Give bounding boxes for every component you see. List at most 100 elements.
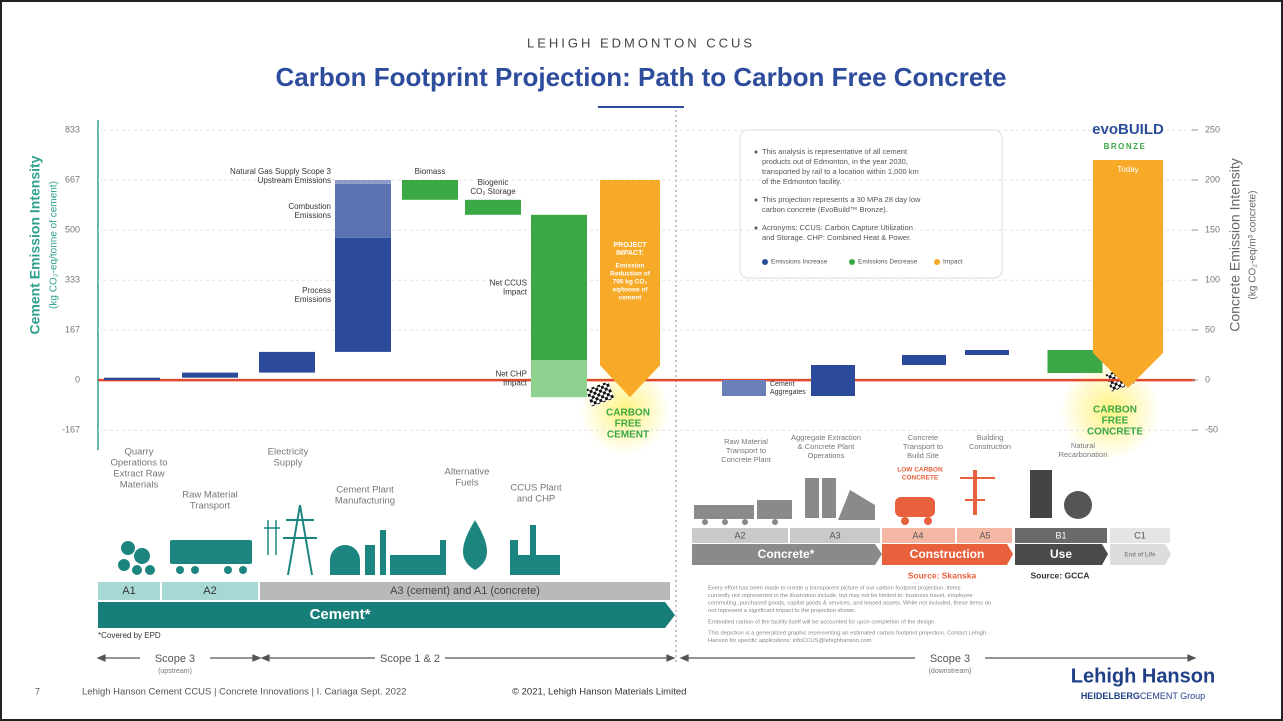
page: LEHIGH EDMONTON CCUS Carbon Footprint Pr… (0, 0, 1283, 721)
stage-label: Manufacturing (335, 496, 395, 507)
impact-note: cement (619, 295, 643, 302)
brand: Lehigh Hanson (1071, 665, 1215, 687)
bar (531, 215, 587, 360)
stage-label: Fuels (455, 478, 478, 489)
module-label: A3 (cement) and A1 (concrete) (390, 585, 540, 597)
stage-label: Materials (120, 480, 159, 491)
bar (811, 365, 855, 396)
y-tick-label: -167 (62, 425, 80, 435)
stage-label: Supply (273, 458, 302, 469)
bar (259, 352, 315, 373)
y-axis-unit: (kg CO₂-eq/tonne of cement) (49, 181, 60, 309)
stage-label: Natural (1071, 441, 1096, 450)
disclaimer: currently not represented in the illustr… (708, 593, 973, 599)
disclaimer: Every effort has been made to create a t… (708, 586, 961, 592)
bullet (755, 199, 758, 202)
stage-label: Construction (969, 442, 1011, 451)
bar (335, 180, 391, 184)
stage-label: Alternative (445, 467, 490, 478)
bar (335, 184, 391, 238)
scope-label: Scope 3 (155, 653, 195, 665)
bar-label: Natural Gas Supply Scope 3 (230, 167, 331, 176)
stage-label: Operations (808, 451, 845, 460)
stage-label: Transport to (903, 442, 943, 451)
bar-label: CO₂ Storage (470, 187, 516, 196)
bar-label: Emissions (295, 211, 331, 220)
carbon-free-label: CEMENT (607, 430, 649, 441)
bar-label: Combustion (288, 202, 331, 211)
footer-copyright: © 2021, Lehigh Hanson Materials Limited (512, 687, 686, 698)
carbon-free-label: CARBON (1093, 405, 1137, 416)
carbon-free-label: CONCRETE (1087, 427, 1143, 438)
impact-note: Emission (616, 263, 645, 270)
module-label: A5 (979, 530, 990, 540)
scope-sub: (downstream) (929, 668, 972, 675)
stage-label: Transport to (726, 446, 766, 455)
y-tick-label: 0 (75, 374, 80, 384)
brand-group-rest: CEMENT Group (1140, 691, 1205, 701)
stage-label: & Concrete Plant (798, 442, 856, 451)
y2-tick-label: 50 (1205, 324, 1215, 334)
brand-group-bold: HEIDELBERG (1081, 691, 1140, 701)
bar-label: Net CHP (495, 370, 527, 379)
stage-label: Transport (190, 501, 231, 512)
stage-label: Quarry (124, 447, 153, 458)
bar-label: Biogenic (478, 178, 509, 187)
title: Carbon Footprint Projection: Path to Car… (276, 62, 1007, 92)
stage-name: Construction (910, 547, 985, 561)
info-text: and Storage. CHP: Combined Heat & Power. (762, 233, 911, 242)
legend-swatch (934, 259, 940, 265)
impact-note: eq/tonne of (612, 287, 648, 294)
stage-label: Concrete Plant (721, 455, 772, 464)
y-tick-label: 833 (65, 125, 80, 135)
stage-label: Extract Raw (113, 469, 164, 480)
stage-label: Aggregate Extraction (791, 433, 861, 442)
info-text: Acronyms: CCUS: Carbon Capture Utilizati… (762, 223, 913, 232)
module-label: A3 (829, 530, 840, 540)
stage-name: End of Life (1125, 553, 1157, 559)
stage-label: Build Site (907, 451, 939, 460)
bar-label: Emissions (295, 295, 331, 304)
bar-label: Aggregates (770, 389, 806, 396)
module-label: A4 (912, 530, 923, 540)
scope-label: Scope 1 & 2 (380, 653, 440, 665)
info-text: products out of Edmonton, in the year 20… (762, 157, 908, 166)
disclaimer: Hanson for specific applications: infoCC… (708, 638, 872, 644)
disclaimer: not represent a significant impact to th… (708, 608, 856, 614)
module-label: C1 (1134, 530, 1146, 540)
kicker: LEHIGH EDMONTON CCUS (527, 35, 755, 50)
impact-arrow (1093, 160, 1163, 388)
impact-label: PROJECT (613, 242, 647, 249)
bar-label: Process (302, 286, 331, 295)
low-carbon-label: CONCRETE (902, 475, 939, 482)
carbon-free-label: FREE (1102, 416, 1129, 427)
legend-swatch (849, 259, 855, 265)
y-tick-label: 333 (65, 275, 80, 285)
info-text: This projection represents a 30 MPa 28 d… (762, 195, 921, 204)
y2-tick-label: 100 (1205, 274, 1220, 284)
bar (402, 180, 458, 200)
disclaimer: This depiction is a generalized graphic … (708, 631, 986, 637)
y2-tick-label: 250 (1205, 124, 1220, 134)
module-label: A1 (122, 585, 135, 597)
bar-label: Biomass (415, 167, 446, 176)
bar (182, 373, 238, 378)
stage-label: Raw Material (724, 437, 768, 446)
epd-note: *Covered by EPD (98, 631, 161, 640)
y-axis-title: Cement Emission Intensity (27, 155, 43, 334)
stage-arrow (98, 602, 675, 628)
stage-name: Concrete* (758, 547, 815, 561)
legend-label: Emissions Increase (771, 259, 828, 266)
carbon-free-label: FREE (615, 419, 642, 430)
module-box (692, 528, 880, 543)
source: Source: GCCA (1030, 570, 1089, 580)
bullet (755, 227, 758, 230)
info-text: transported by rail to a location within… (762, 167, 919, 176)
source: Source: Skanska (908, 570, 977, 580)
info-text: This analysis is representative of all c… (762, 147, 908, 156)
module-label: A2 (203, 585, 216, 597)
page-number: 7 (35, 686, 40, 696)
info-text: of the Edmonton facility. (762, 177, 842, 186)
evobuild-brand: evoBUILD (1092, 121, 1164, 138)
scope-label: Scope 3 (930, 653, 970, 665)
